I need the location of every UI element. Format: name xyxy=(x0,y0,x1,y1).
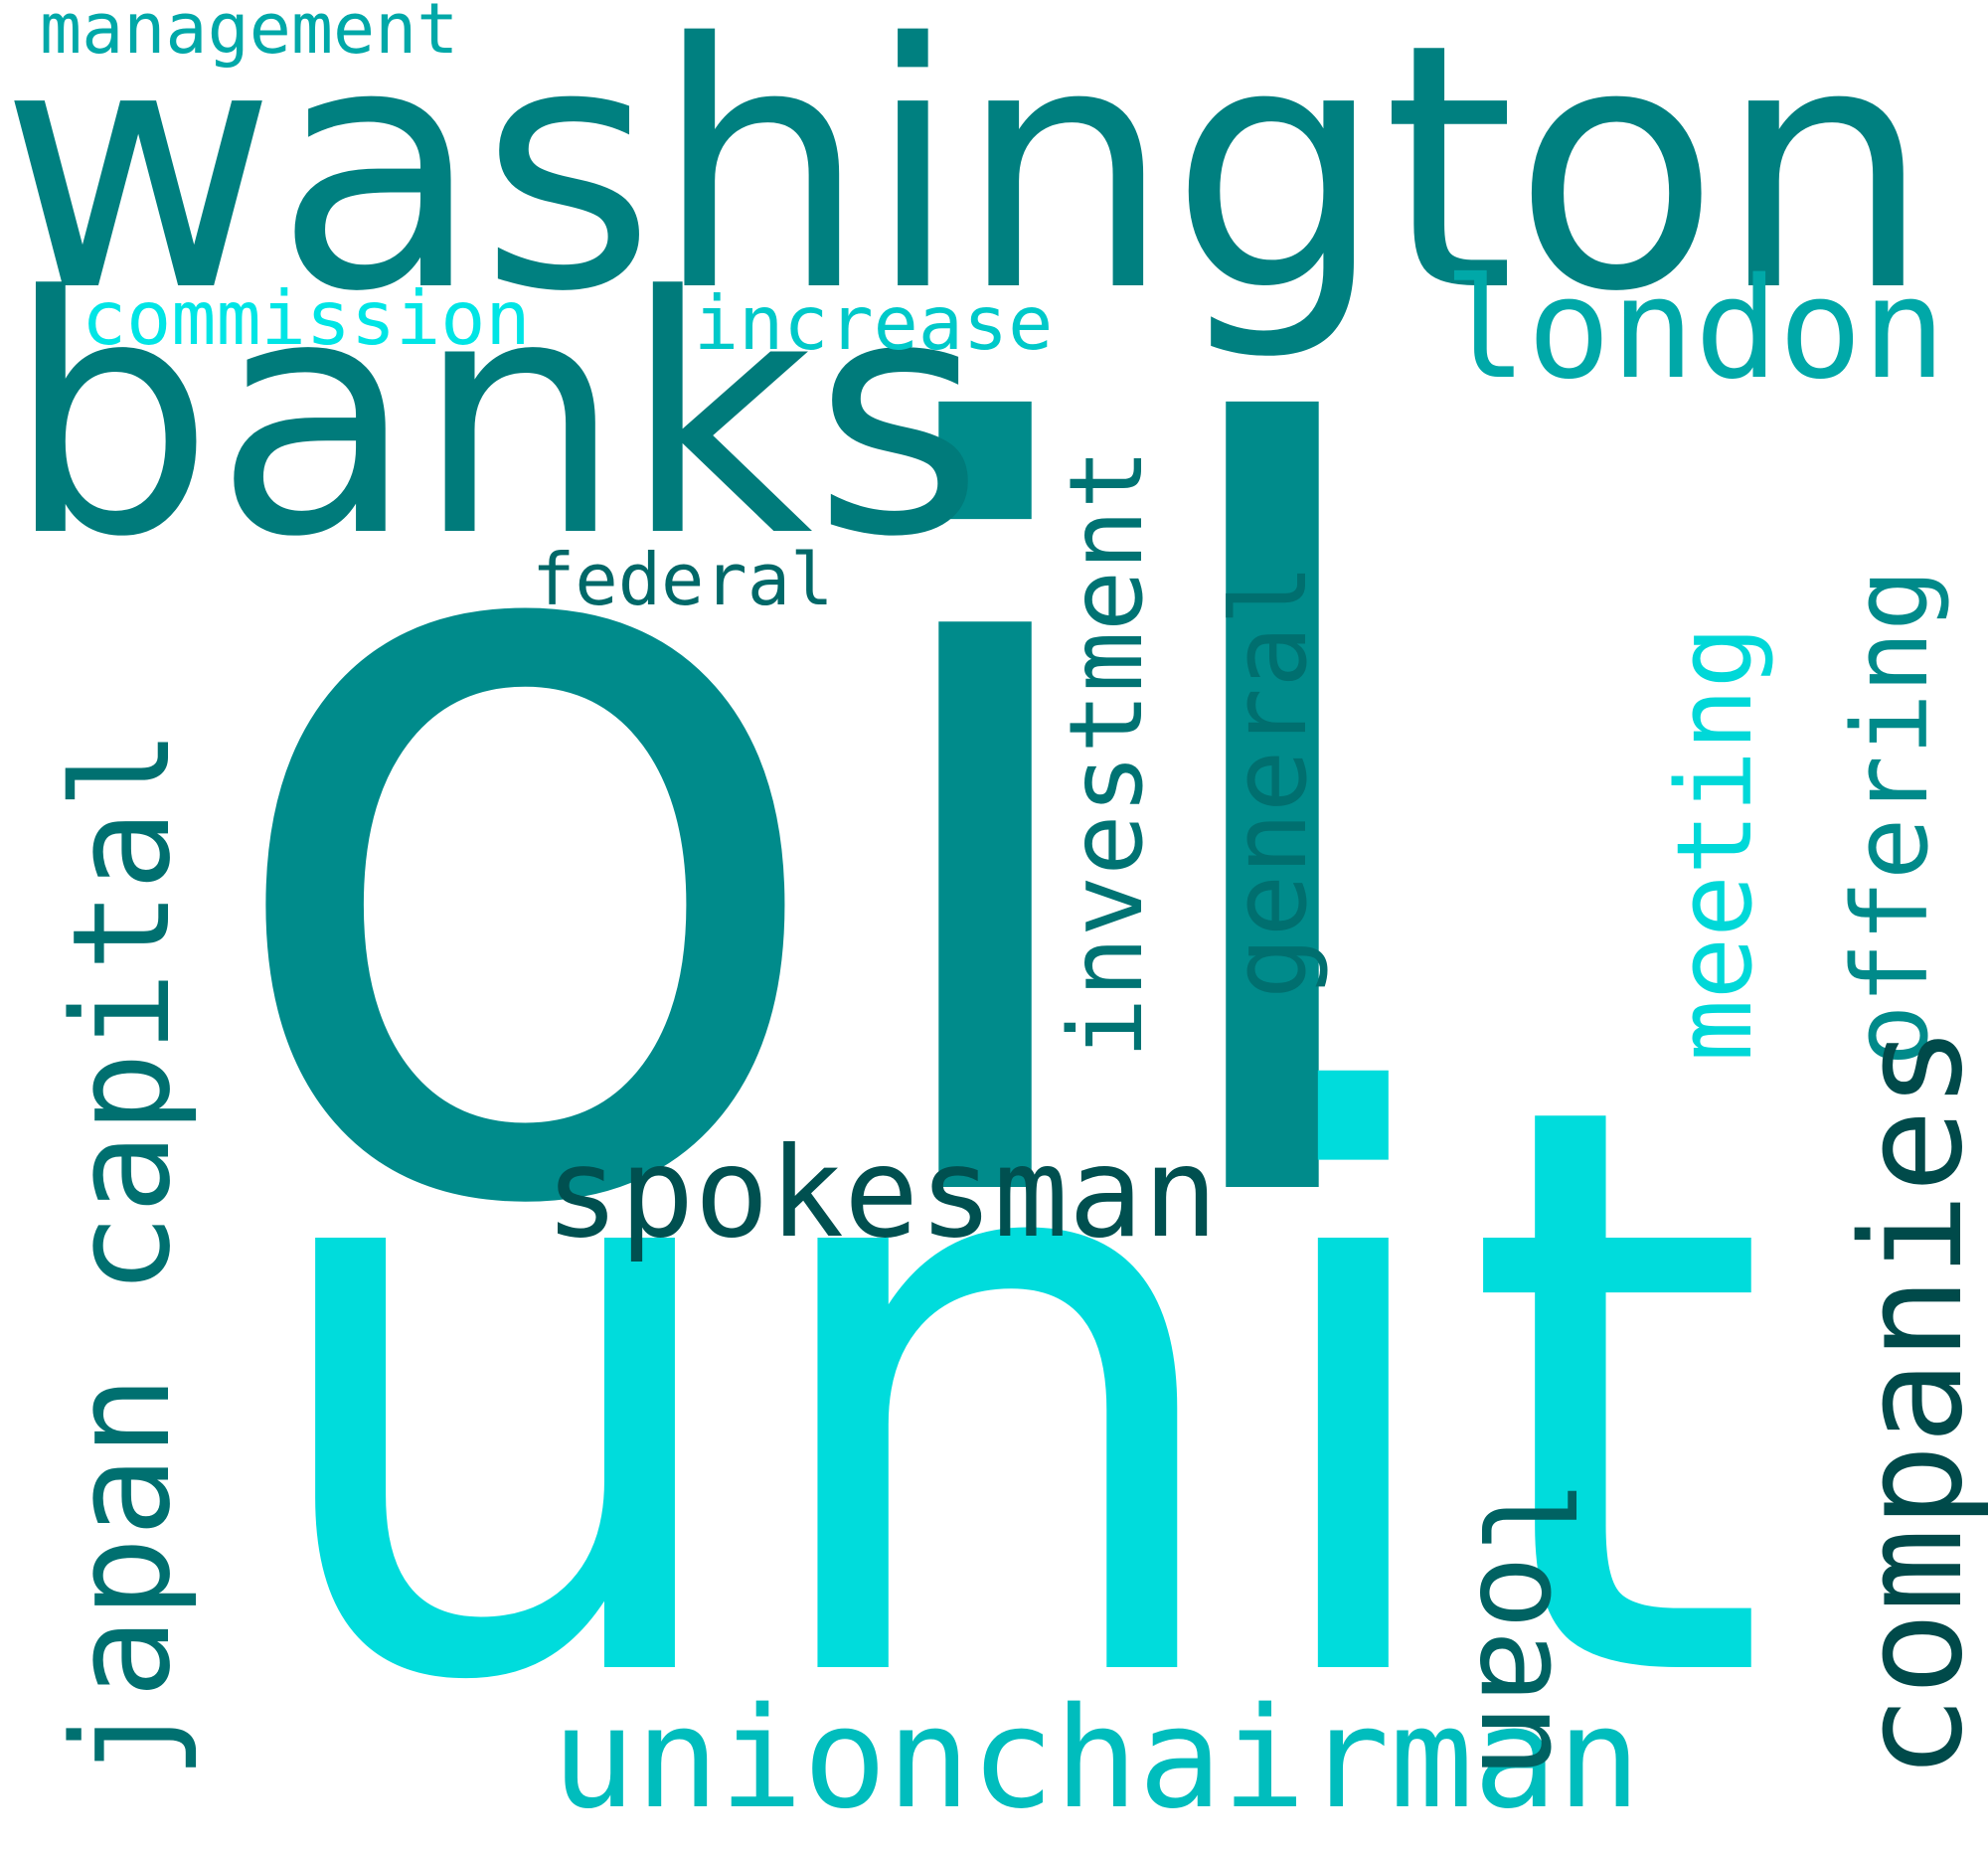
word-offering: offering xyxy=(1830,569,1951,1067)
word-companies: companies xyxy=(1832,1025,1988,1779)
word-investment: investment xyxy=(1048,447,1166,1059)
word-london: london xyxy=(1443,249,1946,411)
word-washington: washington xyxy=(0,0,1932,366)
word-banks: banks xyxy=(6,227,984,608)
word-oil: oil xyxy=(209,229,1416,1432)
word-loan: loan xyxy=(1452,1481,1595,1778)
word-meeting: meeting xyxy=(1654,625,1775,1062)
word-japan-capital: japan capital xyxy=(44,729,200,1779)
word-increase: increase xyxy=(694,279,1054,367)
word-spokesman: spokesman xyxy=(545,1121,1219,1265)
word-commission: commission xyxy=(82,274,531,362)
word-general: general xyxy=(1209,563,1330,999)
word-federal: federal xyxy=(532,538,834,621)
word-management: management xyxy=(40,0,459,70)
word-unit: unit xyxy=(248,939,1770,1853)
